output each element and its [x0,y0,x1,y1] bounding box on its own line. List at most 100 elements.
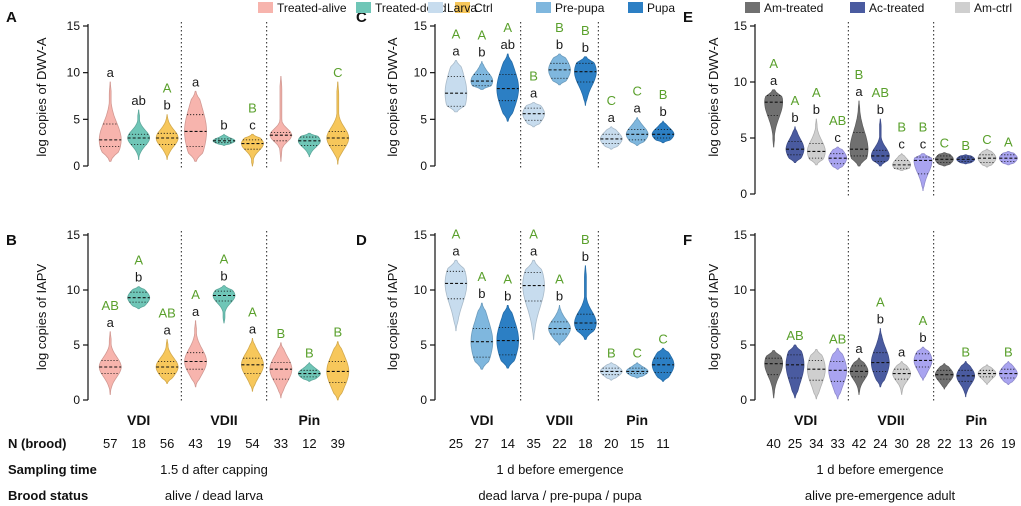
panel-c-violin [496,53,519,122]
panel-b-upper-letter: B [305,346,314,361]
footer-n-count: 56 [160,436,174,451]
footer-n-count: 54 [245,436,259,451]
panel-e-y-tick-label: 10 [734,75,748,89]
panel-a-violin [212,133,236,146]
panel-c-upper-letter: B [659,87,668,102]
panel-e-upper-letter: A [812,85,821,100]
panel-d-y-tick-label: 15 [414,228,428,242]
panel-c-lower-letter: a [452,44,460,59]
panel-c-legend-label: Pre-pupa [555,1,605,15]
panel-f-lower-letter: a [898,345,906,360]
panel-e-lower-letter: c [898,137,905,152]
panel-d-lower-letter: b [582,249,589,264]
footer-sampling-col2: 1 d before emergence [496,462,623,477]
panel-d-upper-letter: B [607,346,616,361]
panel-c-legend-swatch [536,2,551,13]
panel-b-upper-letter: A [220,252,229,267]
panel-b-group-label: Pin [298,412,320,428]
panel-a-violin [241,133,264,167]
panel-f-upper-letter: AB [829,331,846,346]
panel-e-violin [977,148,997,168]
panel-e-violin [828,146,847,170]
panel-c-violin [599,126,623,150]
panel-c-upper-letter: B [581,23,590,38]
panel-a-legend-swatch [455,2,470,13]
panel-e-legend-swatch [745,2,760,13]
panel-d-upper-letter: C [632,346,641,361]
panel-d-y-tick-label: 0 [420,393,427,407]
y-axis-title-E: log copies of DWV-A [706,37,721,157]
panel-f-violin [977,364,997,386]
panel-b-y-tick-label: 5 [73,338,80,352]
panel-b-upper-letter: A [134,253,143,268]
panel-f-lower-letter: b [877,312,884,327]
footer-n-count: 35 [526,436,540,451]
panel-c-violin [444,60,468,113]
panel-d-lower-letter: b [478,286,485,301]
footer-n-count: 39 [331,436,345,451]
footer-n-count: 24 [873,436,887,451]
panel-c-violin [574,56,597,106]
panel-f-violin [871,328,890,388]
panel-a-lower-letter: b [220,117,227,132]
panel-d-upper-letter: A [477,269,486,284]
y-axis-title-B: log copies of IAPV [34,264,49,371]
footer-status-col3: alive pre-emergence adult [805,488,956,503]
panel-f-y-tick-label: 10 [734,283,748,297]
y-axis-title-A: log copies of DWV-A [34,37,49,157]
panel-f-lower-letter: b [919,330,926,345]
panel-c-y-tick-label: 10 [414,66,428,80]
panel-c-violin [651,120,675,144]
panel-a-y-tick-label: 5 [73,112,80,126]
y-axis-title-C: log copies of DWV-A [385,37,400,157]
panel-e-violin [935,152,954,167]
panel-e-lower-letter: b [877,102,884,117]
panel-a-lower-letter: b [163,98,170,113]
panel-a-legend-label: Treated-alive [277,1,347,15]
panel-c-violin [470,61,494,90]
footer-n-count: 43 [188,436,202,451]
panel-f-upper-letter: B [961,345,970,360]
panel-letter-E: E [683,9,693,26]
panel-b-lower-letter: a [107,315,115,330]
panel-d-lower-letter: b [504,288,511,303]
panel-e-lower-letter: a [855,84,863,99]
panel-c-upper-letter: C [632,83,641,98]
panel-f-upper-letter: B [1004,345,1013,360]
panel-f-violin [764,350,783,399]
footer-n-count: 40 [766,436,780,451]
panel-e-upper-letter: A [791,93,800,108]
footer-label-status: Brood status [8,488,88,503]
panel-c-y-tick-label: 15 [414,19,428,33]
panel-e-upper-letter: B [897,120,906,135]
panel-e-upper-letter: A [1004,134,1013,149]
panel-e-violin [785,126,805,164]
panel-a-upper-letter: C [333,65,342,80]
footer-n-count: 42 [852,436,866,451]
footer-sampling-col3: 1 d before emergence [816,462,943,477]
footer-label-sampling: Sampling time [8,462,97,477]
panel-b-lower-letter: a [192,304,200,319]
panel-f-violin [956,361,975,398]
panel-e-y-tick-label: 0 [740,187,747,201]
panel-a-lower-letter: ab [131,93,145,108]
panel-d-violin [522,259,545,340]
panel-c-upper-letter: C [607,93,616,108]
panel-a-y-tick-label: 15 [67,19,81,33]
panel-e-upper-letter: A [769,56,778,71]
panel-b-violin [269,342,293,399]
panel-e-violin [764,89,783,148]
panel-e-lower-letter: b [813,102,820,117]
panel-f-violin [849,357,869,395]
panel-c-lower-letter: ab [500,37,514,52]
panel-f-violin [999,361,1018,386]
panel-e-upper-letter: AB [829,113,846,128]
panel-e-upper-letter: C [940,136,949,151]
footer-n-count: 14 [500,436,514,451]
panel-b-violin [297,362,321,382]
panel-e-violin [999,150,1018,166]
panel-e-upper-letter: B [961,138,970,153]
footer-n-count: 19 [217,436,231,451]
footer-n-count: 11 [656,436,670,451]
